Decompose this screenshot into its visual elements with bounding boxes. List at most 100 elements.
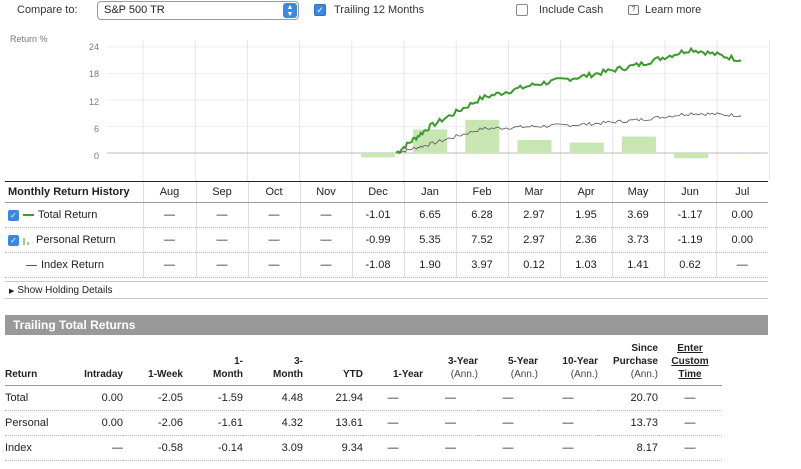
learn-more-link[interactable]: Learn more (645, 4, 702, 16)
trailing-value: -1.61 (183, 410, 243, 436)
trailing-returns-header: Trailing Total Returns (5, 315, 768, 335)
include-cash-label[interactable]: Include Cash (539, 4, 604, 16)
month-header: Dec (351, 181, 404, 203)
column-header: 1-Week (123, 339, 183, 386)
month-value: 2.97 (507, 202, 560, 228)
holding-details-label: Show Holding Details (17, 285, 113, 296)
month-value: -0.99 (351, 227, 404, 253)
trailing-value: — (423, 385, 478, 411)
trailing-12-months-checkbox[interactable]: ✓ (314, 4, 326, 16)
header-text: (Ann.) (450, 368, 478, 380)
show-holding-details-toggle[interactable]: ▶ Show Holding Details (5, 281, 768, 299)
index-return-line (396, 112, 742, 155)
month-value: 0.62 (663, 252, 716, 278)
trailing-returns-table: Return Intraday 1-Week 1- Month 3- Month YTD 1-Y… (5, 339, 722, 461)
month-value: -1.17 (663, 202, 716, 228)
trailing-value: — (363, 385, 423, 411)
help-icon[interactable]: ? (628, 5, 639, 15)
month-value: 6.28 (455, 202, 508, 228)
trailing-value: -0.58 (123, 435, 183, 461)
trailing-value: — (478, 435, 538, 461)
header-text: Intraday (84, 368, 123, 380)
row-label: Personal (5, 410, 63, 436)
month-value: 2.97 (507, 227, 560, 253)
month-value: — (142, 252, 196, 278)
column-header: Since Purchase (Ann.) (598, 339, 658, 386)
month-header: Jul (715, 181, 768, 203)
month-value: — (299, 252, 352, 278)
include-cash-checkbox[interactable] (516, 4, 528, 16)
month-value: — (195, 227, 248, 253)
trailing-value: 21.94 (303, 385, 363, 411)
total-return-checkbox[interactable]: ✓ (8, 209, 19, 221)
month-value: 3.69 (611, 202, 664, 228)
header-text: (Ann.) (570, 368, 598, 380)
column-header: 3- Month (243, 339, 303, 386)
trailing-value: 13.73 (598, 410, 658, 436)
month-header: Feb (455, 181, 508, 203)
month-value: 1.03 (559, 252, 612, 278)
month-header: Apr (559, 181, 612, 203)
chevron-updown-icon: ▲ ▼ (283, 3, 297, 18)
column-header: YTD (303, 339, 363, 386)
header-text: 5-Year (507, 355, 538, 367)
trailing-value: — (658, 385, 722, 411)
header-text: Time (678, 368, 702, 380)
month-value: — (299, 227, 352, 253)
month-value: 1.90 (403, 252, 456, 278)
monthly-bar (413, 129, 448, 153)
month-value: 7.52 (455, 227, 508, 253)
column-header: 1-Year (363, 339, 423, 386)
trailing-value: — (363, 435, 423, 461)
month-value: 0.00 (715, 227, 768, 253)
month-value: 0.12 (507, 252, 560, 278)
month-value: -1.19 (663, 227, 716, 253)
header-text: 1- (234, 355, 243, 367)
month-value: — (715, 252, 768, 278)
trailing-value: — (658, 435, 722, 461)
chart-grid (107, 40, 770, 181)
column-header: Intraday (63, 339, 123, 386)
header-text: 3- (294, 355, 303, 367)
month-value: -1.08 (351, 252, 404, 278)
y-tick-label: 12 (88, 97, 99, 107)
month-value: — (142, 202, 196, 228)
month-value: — (142, 227, 196, 253)
monthly-bar (517, 139, 552, 153)
month-header: Jan (403, 181, 456, 203)
compare-select[interactable]: S&P 500 TR ▲ ▼ (97, 1, 299, 20)
header-text: Purchase (612, 355, 658, 367)
trailing-row: Total 0.00 -2.05 -1.59 4.48 21.94— — — —20.70— (5, 385, 722, 411)
personal-return-checkbox[interactable]: ✓ (8, 234, 19, 246)
trailing-value: 4.32 (243, 410, 303, 436)
month-value: -1.01 (351, 202, 404, 228)
trailing-value: -2.05 (123, 385, 183, 411)
triangle-right-icon: ▶ (9, 288, 15, 295)
row-label: Personal Return (36, 234, 116, 246)
trailing-value: 3.09 (243, 435, 303, 461)
total-return-row: ✓ Total Return — — — — -1.01 6.65 6.28 2.… (5, 202, 768, 228)
trailing-value: — (63, 435, 123, 461)
month-value: 3.73 (611, 227, 664, 253)
month-value: 3.97 (455, 252, 508, 278)
column-header: 5-Year (Ann.) (478, 339, 538, 386)
bar-legend-icon (23, 236, 32, 245)
month-value: 6.65 (403, 202, 456, 228)
trailing-value: -2.06 (123, 410, 183, 436)
trailing-value: — (538, 410, 598, 436)
custom-time-link[interactable]: Enter Custom Time (658, 339, 722, 386)
personal-return-row: ✓ Personal Return — — — — -0.99 5.35 7.52… (5, 227, 768, 253)
trailing-value: — (538, 435, 598, 461)
column-header: 1- Month (183, 339, 243, 386)
trailing-12-months-label[interactable]: Trailing 12 Months (334, 4, 425, 16)
y-axis-label: Return % (10, 34, 48, 44)
index-return-row: Index Return — — — — -1.08 1.90 3.97 0.1… (5, 252, 768, 278)
trailing-value: — (538, 385, 598, 411)
monthly-return-table: Monthly Return History Aug Sep Oct Nov D… (5, 181, 768, 278)
monthly-bar (621, 136, 656, 153)
month-header: Jun (663, 181, 716, 203)
month-value: 1.95 (559, 202, 612, 228)
header-text: Month (213, 368, 243, 380)
header-text: Month (273, 368, 303, 380)
trailing-value: 0.00 (63, 385, 123, 411)
